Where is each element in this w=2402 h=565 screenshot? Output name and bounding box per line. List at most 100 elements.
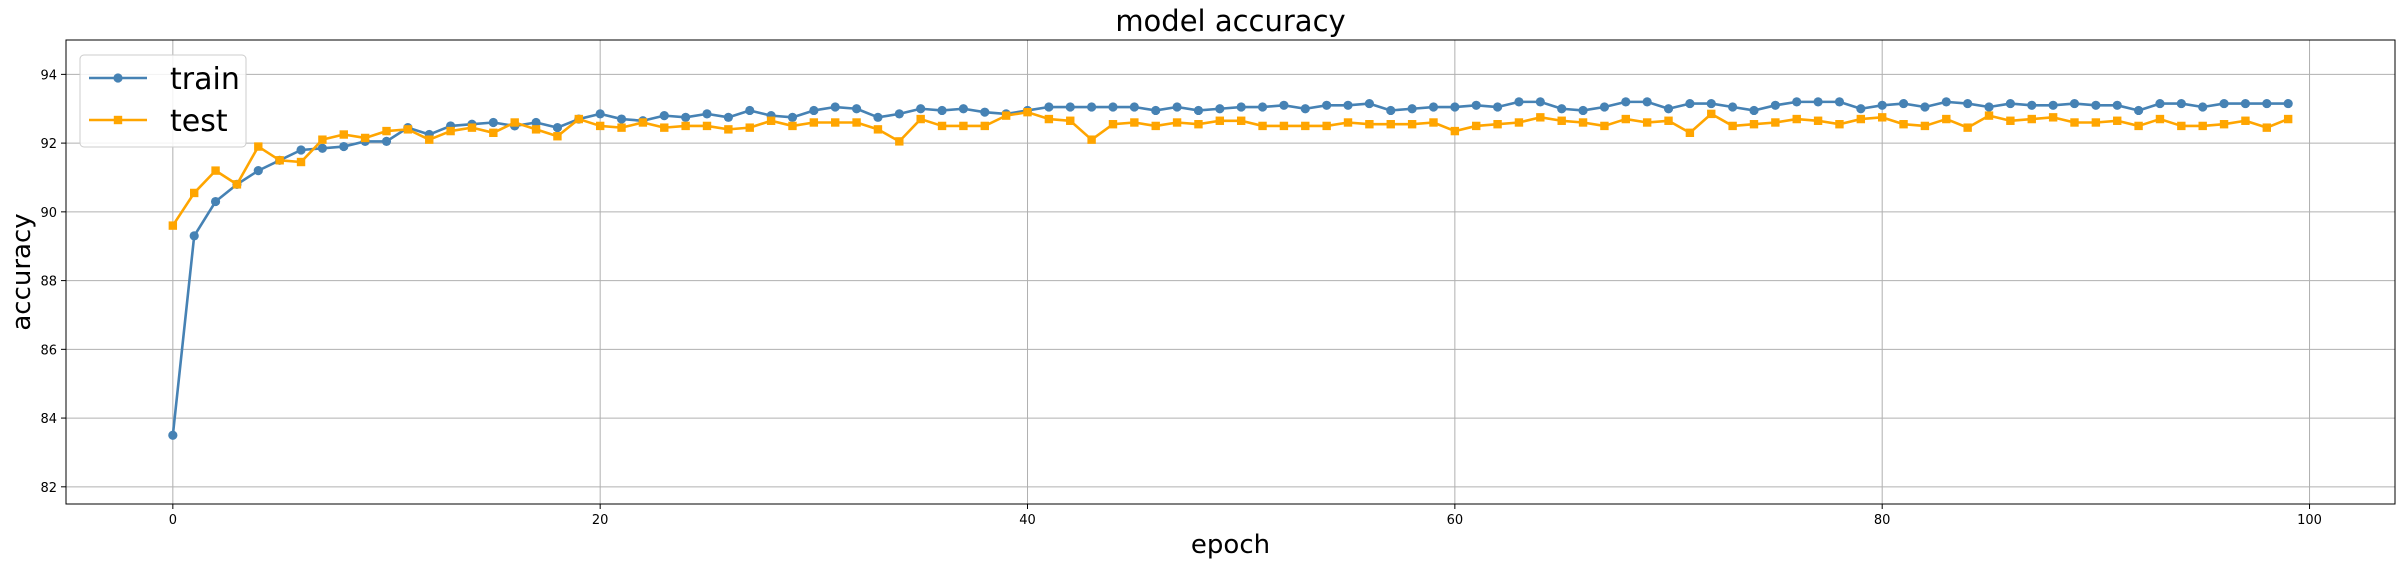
data-point-test — [873, 125, 883, 134]
data-point-train — [1685, 98, 1695, 109]
data-point-test — [1514, 118, 1524, 127]
data-point-test — [168, 221, 178, 230]
y-tick-label: 84 — [40, 412, 57, 427]
data-point-train — [595, 109, 605, 119]
data-point-test — [638, 118, 648, 127]
data-point-test — [382, 126, 391, 136]
legend-marker-test — [113, 115, 123, 125]
data-point-train — [1728, 102, 1738, 112]
data-point-train — [1963, 98, 1973, 109]
data-point-test — [980, 121, 989, 131]
data-point-test — [211, 166, 220, 175]
legend-marker-train — [113, 73, 123, 83]
data-point-train — [1364, 98, 1374, 109]
data-point-train — [1770, 100, 1780, 110]
data-point-train — [1279, 100, 1289, 110]
data-point-train — [2048, 100, 2058, 110]
data-point-test — [1450, 126, 1460, 136]
x-tick-label: 100 — [2297, 513, 2322, 528]
data-point-train — [1343, 100, 1353, 110]
data-point-test — [1813, 116, 1823, 125]
data-point-test — [1044, 114, 1054, 124]
data-point-train — [531, 117, 541, 128]
data-point-test — [1429, 118, 1438, 127]
data-point-test — [1899, 120, 1908, 129]
data-point-test — [1236, 116, 1246, 125]
data-point-test — [1365, 120, 1374, 129]
data-point-train — [1065, 102, 1075, 112]
data-point-train — [1642, 97, 1652, 107]
data-point-train — [1428, 102, 1439, 112]
data-point-test — [916, 114, 925, 124]
data-point-test — [1322, 121, 1331, 131]
axis-ticks: 0 20 40 60 80 100 82 84 86 88 90 92 94 — [40, 68, 2321, 528]
data-point-train — [1129, 102, 1139, 112]
data-point-train — [1792, 97, 1802, 107]
data-point-test — [2241, 116, 2250, 125]
data-point-test — [1877, 113, 1887, 122]
data-point-train — [2069, 98, 2080, 109]
data-point-train — [2133, 105, 2144, 116]
data-point-test — [702, 121, 712, 131]
data-point-test — [1835, 120, 1844, 129]
grid — [66, 40, 2395, 504]
data-point-train — [616, 114, 627, 124]
legend-label-test: test — [170, 104, 228, 139]
data-point-train — [1215, 104, 1225, 114]
data-point-test — [1578, 118, 1588, 127]
data-point-train — [681, 112, 691, 122]
data-point-train — [894, 109, 904, 119]
data-point-test — [895, 137, 904, 146]
x-tick-label: 40 — [1019, 513, 1036, 528]
data-point-test — [681, 121, 690, 131]
data-point-test — [2048, 113, 2058, 122]
data-point-test — [595, 121, 605, 131]
data-point-test — [1279, 121, 1289, 131]
data-point-test — [959, 121, 968, 131]
data-point-train — [659, 111, 669, 121]
data-point-train — [317, 143, 328, 153]
data-point-test — [1536, 113, 1545, 122]
data-point-test — [1407, 120, 1417, 129]
data-point-test — [1194, 120, 1203, 129]
data-point-train — [210, 196, 221, 207]
data-point-train — [1663, 104, 1674, 114]
data-point-train — [723, 112, 733, 122]
data-point-test — [1621, 114, 1630, 124]
data-point-train — [937, 105, 947, 116]
data-point-train — [1322, 100, 1332, 110]
data-point-train — [1492, 102, 1503, 112]
data-point-train — [2005, 98, 2015, 109]
data-point-test — [1792, 114, 1801, 124]
data-point-test — [1749, 120, 1759, 129]
data-point-test — [574, 114, 584, 124]
data-point-test — [1087, 135, 1096, 144]
data-point-train — [980, 107, 990, 117]
data-point-test — [2006, 116, 2015, 125]
data-point-train — [2283, 98, 2293, 109]
data-point-train — [1193, 105, 1204, 116]
data-point-test — [1130, 118, 1139, 127]
data-point-train — [851, 104, 862, 114]
data-point-train — [339, 141, 349, 152]
data-point-test — [531, 125, 541, 134]
data-point-test — [2070, 118, 2079, 127]
x-tick-label: 0 — [169, 513, 177, 528]
data-point-train — [830, 102, 840, 112]
data-point-test — [360, 133, 370, 143]
y-tick-label: 82 — [40, 481, 57, 496]
y-tick-label: 90 — [40, 206, 57, 221]
legend-label-train: train — [170, 62, 240, 97]
data-point-train — [1044, 102, 1054, 112]
data-point-test — [1557, 116, 1566, 125]
data-point-test — [1942, 114, 1951, 124]
y-tick-label: 86 — [40, 343, 57, 358]
data-point-train — [1898, 98, 1909, 109]
data-point-test — [2219, 120, 2229, 129]
data-point-test — [1172, 118, 1182, 127]
data-point-train — [1257, 102, 1268, 112]
data-point-train — [2027, 100, 2037, 110]
series-line-train — [171, 100, 2289, 436]
data-point-train — [2240, 98, 2251, 109]
data-point-train — [873, 112, 883, 122]
